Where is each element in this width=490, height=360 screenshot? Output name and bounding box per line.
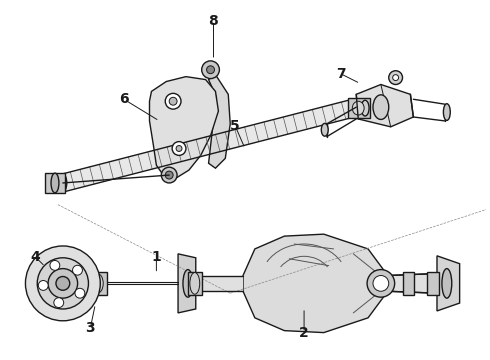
Text: 4: 4 xyxy=(30,250,40,264)
Bar xyxy=(188,271,202,295)
Text: 6: 6 xyxy=(119,92,129,106)
Circle shape xyxy=(176,145,182,152)
Circle shape xyxy=(392,75,398,81)
Ellipse shape xyxy=(59,174,67,192)
Ellipse shape xyxy=(373,95,389,120)
Ellipse shape xyxy=(92,274,103,293)
Polygon shape xyxy=(149,77,219,178)
Bar xyxy=(348,98,370,118)
Text: 7: 7 xyxy=(336,67,345,81)
Bar xyxy=(45,173,65,193)
Circle shape xyxy=(172,141,186,156)
Circle shape xyxy=(165,171,173,179)
Circle shape xyxy=(73,265,82,275)
Circle shape xyxy=(75,288,85,298)
Circle shape xyxy=(161,167,177,183)
Circle shape xyxy=(48,269,77,298)
Circle shape xyxy=(169,97,177,105)
Ellipse shape xyxy=(95,278,100,288)
Ellipse shape xyxy=(443,104,450,121)
Ellipse shape xyxy=(51,173,59,193)
Polygon shape xyxy=(186,275,243,291)
Polygon shape xyxy=(243,234,388,333)
Bar xyxy=(90,271,107,295)
Text: 8: 8 xyxy=(209,14,219,27)
Text: 2: 2 xyxy=(299,325,309,339)
Circle shape xyxy=(367,270,394,297)
Polygon shape xyxy=(61,100,356,192)
Circle shape xyxy=(56,276,70,290)
Polygon shape xyxy=(356,85,414,127)
Bar xyxy=(427,271,439,295)
Circle shape xyxy=(25,246,100,321)
Bar xyxy=(402,271,415,295)
Circle shape xyxy=(165,93,181,109)
Circle shape xyxy=(37,258,89,309)
Circle shape xyxy=(373,275,389,291)
Polygon shape xyxy=(437,256,460,311)
Circle shape xyxy=(38,280,48,291)
Circle shape xyxy=(389,71,402,85)
Text: 1: 1 xyxy=(151,250,161,264)
Polygon shape xyxy=(178,254,196,313)
Circle shape xyxy=(50,261,60,270)
Circle shape xyxy=(54,298,64,307)
Ellipse shape xyxy=(442,269,452,298)
Text: 5: 5 xyxy=(230,119,240,133)
Ellipse shape xyxy=(190,273,200,294)
Polygon shape xyxy=(388,274,437,293)
Ellipse shape xyxy=(352,101,364,115)
Polygon shape xyxy=(209,75,230,168)
Ellipse shape xyxy=(321,123,328,136)
Circle shape xyxy=(207,66,215,74)
Circle shape xyxy=(202,61,220,78)
Ellipse shape xyxy=(361,100,369,116)
Text: 3: 3 xyxy=(86,321,95,335)
Ellipse shape xyxy=(183,270,193,297)
